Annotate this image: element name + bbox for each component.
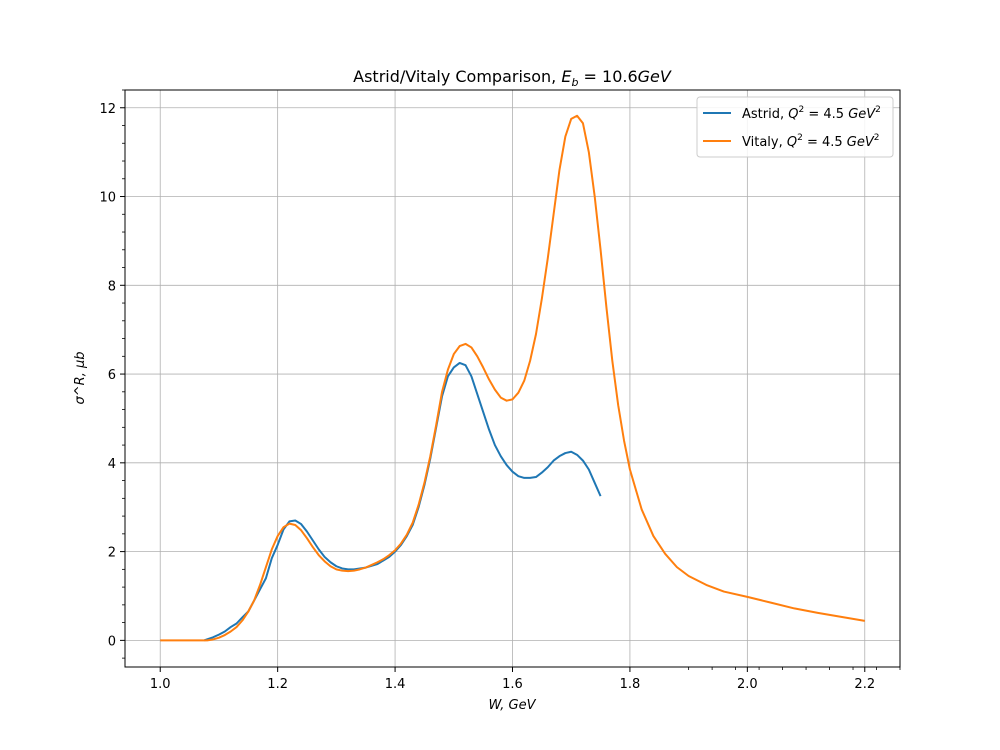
legend: Astrid, Q2 = 4.5 GeV2 Vitaly, Q2 = 4.5 G… [696,96,894,158]
axes: 1.0 1.2 1.4 1.6 1.8 2.0 2.2 0 2 4 6 8 10 12 [99,89,901,692]
y-tick-label: 10 [99,191,116,206]
x-tick-label: 1.2 [267,677,288,692]
legend-label-astrid: Astrid, Q2 = 4.5 GeV2 [742,105,881,122]
x-tick-label: 2.2 [854,677,875,692]
x-tick-label: 2.0 [737,677,758,692]
y-axis-label: σ^R, μb [73,352,88,405]
x-axis-label: W, GeV [488,698,536,713]
y-tick-label: 4 [108,457,116,472]
grid [125,90,900,667]
series-line-vitaly [160,114,865,642]
y-tick-label: 12 [99,102,116,117]
series-lines [160,114,865,642]
chart-title: Astrid/Vitaly Comparison, Eb = 10.6GeV [353,67,672,89]
x-tick-label: 1.8 [620,677,641,692]
y-tick-label: 0 [108,634,116,649]
legend-frame [696,96,894,158]
x-tick-label: 1.6 [502,677,523,692]
x-tick-label: 1.0 [150,677,171,692]
y-tick-label: 2 [108,546,116,561]
x-tick-label: 1.4 [385,677,406,692]
legend-label-vitaly: Vitaly, Q2 = 4.5 GeV2 [742,133,880,150]
y-tick-label: 8 [108,279,116,294]
y-tick-label: 6 [108,368,116,383]
